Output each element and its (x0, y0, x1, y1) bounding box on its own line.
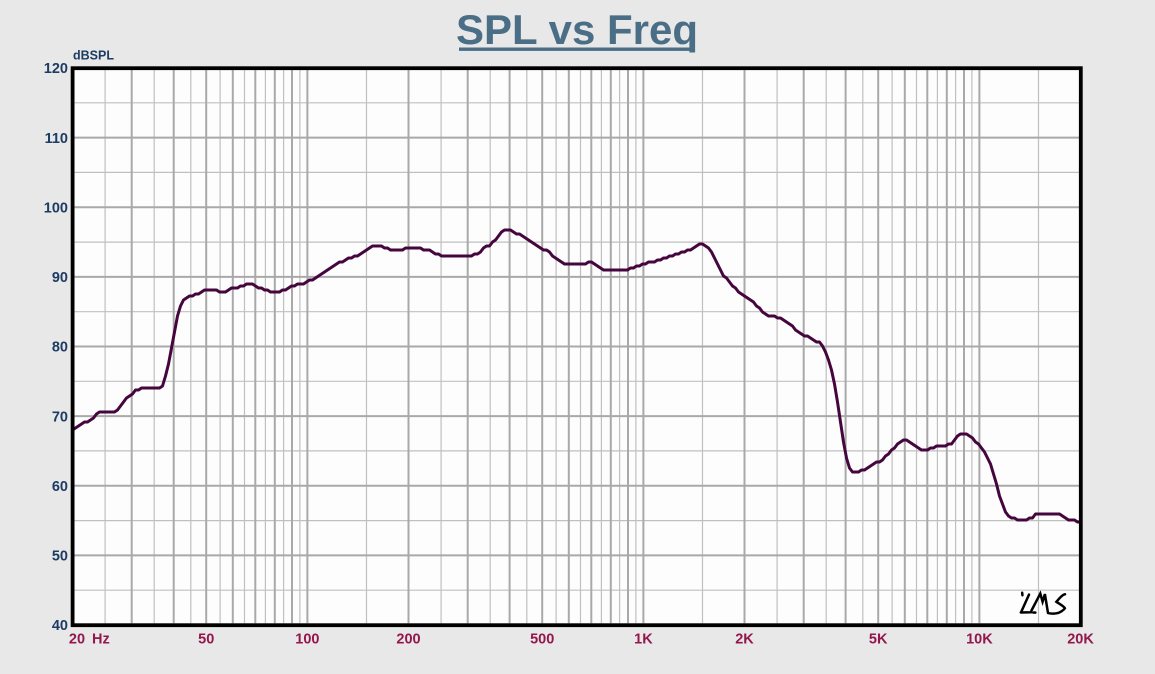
svg-text:1K: 1K (634, 632, 653, 648)
svg-text:100: 100 (295, 632, 319, 648)
svg-text:40: 40 (52, 618, 68, 634)
svg-text:50: 50 (52, 549, 68, 565)
svg-text:60: 60 (52, 479, 68, 495)
svg-text:SPL vs Freq: SPL vs Freq (456, 6, 698, 53)
svg-text:500: 500 (530, 632, 554, 648)
svg-text:110: 110 (45, 131, 68, 147)
svg-text:Hz: Hz (92, 632, 110, 648)
svg-text:2K: 2K (735, 632, 754, 648)
svg-text:dBSPL: dBSPL (73, 49, 114, 63)
svg-text:200: 200 (396, 632, 420, 648)
svg-text:70: 70 (52, 409, 68, 425)
svg-text:120: 120 (44, 61, 68, 77)
svg-text:5K: 5K (869, 632, 888, 648)
svg-text:20: 20 (69, 632, 85, 648)
svg-text:10K: 10K (966, 632, 993, 648)
svg-text:50: 50 (198, 632, 214, 648)
svg-text:100: 100 (44, 200, 68, 216)
svg-text:20K: 20K (1067, 632, 1094, 648)
svg-text:80: 80 (52, 340, 68, 356)
svg-text:90: 90 (52, 270, 68, 286)
